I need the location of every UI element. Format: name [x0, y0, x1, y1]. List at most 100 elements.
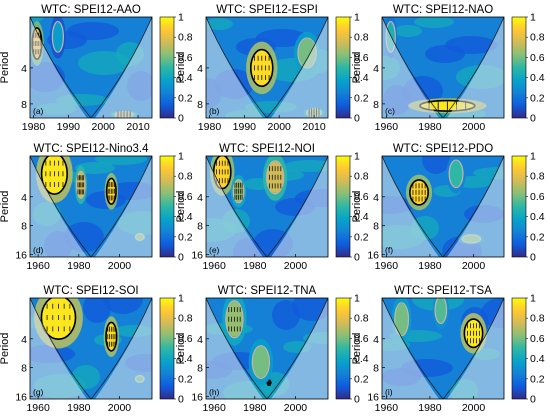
colorbar-tick-label: 1 — [530, 151, 536, 163]
y-tick-label: 8 — [21, 221, 27, 233]
panel-title: WTC: SPEI12-PDO — [393, 143, 493, 155]
colorbar-tick-label: 0.4 — [178, 72, 193, 84]
x-tick-label: 1980 — [418, 402, 442, 414]
colorbar-tick-label: 0 — [178, 394, 184, 406]
y-axis-label: Period — [0, 333, 11, 365]
colorbar-tick-label: 0.2 — [530, 231, 545, 243]
axes-frame — [381, 155, 505, 258]
cone-of-influence — [206, 17, 328, 118]
colorbar-tick-label: 0.8 — [354, 32, 369, 44]
colorbar-tick-label: 0.6 — [178, 52, 193, 64]
cone-of-influence — [382, 17, 504, 118]
panel-label: (h) — [209, 387, 220, 397]
coherence-region — [52, 22, 64, 52]
coherence-region — [435, 298, 447, 323]
significance-contour — [40, 156, 69, 195]
panel-label: (e) — [209, 245, 220, 255]
x-tick-label: 1960 — [202, 260, 226, 272]
colorbar-tick-label: 0 — [354, 252, 360, 264]
y-tick-label: 4 — [197, 334, 203, 346]
coherence-patch — [103, 298, 143, 314]
heatmap-d — [30, 156, 152, 257]
axes-frame — [205, 155, 329, 258]
colorbar-tick-label: 0.6 — [178, 191, 193, 203]
y-tick-label: 16 — [15, 249, 27, 261]
panel-label: (i) — [385, 387, 393, 397]
heatmap-h — [206, 298, 328, 399]
panel-a: WTC: SPEI12-AAO Period 4 8 1980 1990 2000 2010 (… — [0, 4, 193, 133]
colorbar-tick-label: 0.6 — [354, 52, 369, 64]
colorbar-tick-label: 1 — [178, 12, 184, 24]
x-tick-label: 1980 — [198, 121, 222, 133]
coherence-patch — [83, 298, 111, 323]
colorbar-tick-label: 0.4 — [530, 211, 545, 223]
colorbar — [335, 297, 351, 400]
cone-of-influence — [30, 156, 152, 257]
heatmap-b — [206, 17, 328, 118]
axes-frame — [29, 155, 153, 258]
x-tick-label: 1980 — [22, 121, 46, 133]
colorbar-tick-label: 0.8 — [178, 171, 193, 183]
coherence-patch — [206, 18, 233, 30]
heatmap-g — [30, 298, 152, 399]
coherence-region — [395, 303, 409, 335]
cone-of-influence — [382, 298, 504, 399]
colorbar-tick-label: 0.6 — [178, 333, 193, 345]
panel-label: (b) — [209, 106, 220, 116]
x-tick-label: 2000 — [268, 121, 292, 133]
colorbar-tick-label: 0 — [530, 252, 536, 264]
y-tick-label: 4 — [373, 334, 379, 346]
y-tick-label: 4 — [197, 63, 203, 75]
panel-title: WTC: SPEI12-SOI — [43, 285, 138, 297]
panel-title: WTC: SPEI12-TNA — [218, 285, 317, 297]
colorbar — [159, 297, 175, 400]
panel-label: (f) — [385, 245, 393, 255]
coherence-patch — [414, 17, 454, 28]
x-tick-label: 2000 — [284, 260, 308, 272]
colorbar-tick-label: 0.2 — [178, 92, 193, 104]
axes-frame — [29, 297, 153, 400]
cone-boundary — [206, 17, 328, 118]
colorbar-tick-label: 1 — [178, 293, 184, 305]
coherence-region — [449, 160, 463, 187]
y-axis-label: Period — [175, 333, 187, 365]
x-tick-label: 1960 — [375, 402, 399, 414]
coherence-patch — [292, 298, 328, 321]
colorbar — [335, 155, 351, 258]
y-tick-label: 8 — [197, 363, 203, 375]
cone-boundary — [30, 17, 152, 118]
insignificant-contour — [232, 179, 245, 204]
x-tick-label: 1990 — [233, 121, 257, 133]
x-tick-label: 1980 — [243, 260, 267, 272]
coherence-patch — [422, 156, 450, 174]
heatmap-c — [382, 17, 504, 118]
x-tick-label: 2000 — [462, 402, 486, 414]
y-tick-label: 8 — [373, 363, 379, 375]
x-tick-label: 2010 — [126, 121, 150, 133]
colorbar-tick-label: 0 — [530, 394, 536, 406]
colorbar-tick-label: 0.6 — [530, 52, 545, 64]
panel-title: WTC: SPEI12-TSA — [394, 285, 492, 297]
panel-label: (a) — [33, 106, 44, 116]
cone-of-influence — [30, 17, 152, 118]
significance-contour — [463, 318, 484, 349]
panel-title: WTC: SPEI12-Nino3.4 — [33, 143, 149, 155]
y-tick-label: 8 — [373, 99, 379, 111]
panel-title: WTC: SPEI12-NOI — [219, 143, 315, 155]
colorbar-tick-label: 0.8 — [354, 313, 369, 325]
colorbar-tick-label: 1 — [178, 151, 184, 163]
y-tick-label: 4 — [197, 192, 203, 204]
cone-of-influence — [30, 298, 152, 399]
significance-contour — [105, 321, 118, 352]
colorbar-tick-label: 0.6 — [530, 333, 545, 345]
colorbar-tick-label: 1 — [530, 12, 536, 24]
insignificant-contour — [434, 298, 448, 325]
x-tick-label: 1960 — [26, 260, 50, 272]
x-tick-label: 1980 — [418, 121, 442, 133]
colorbar — [511, 155, 527, 258]
y-tick-label: 4 — [21, 192, 27, 204]
x-tick-label: 1960 — [375, 121, 399, 133]
